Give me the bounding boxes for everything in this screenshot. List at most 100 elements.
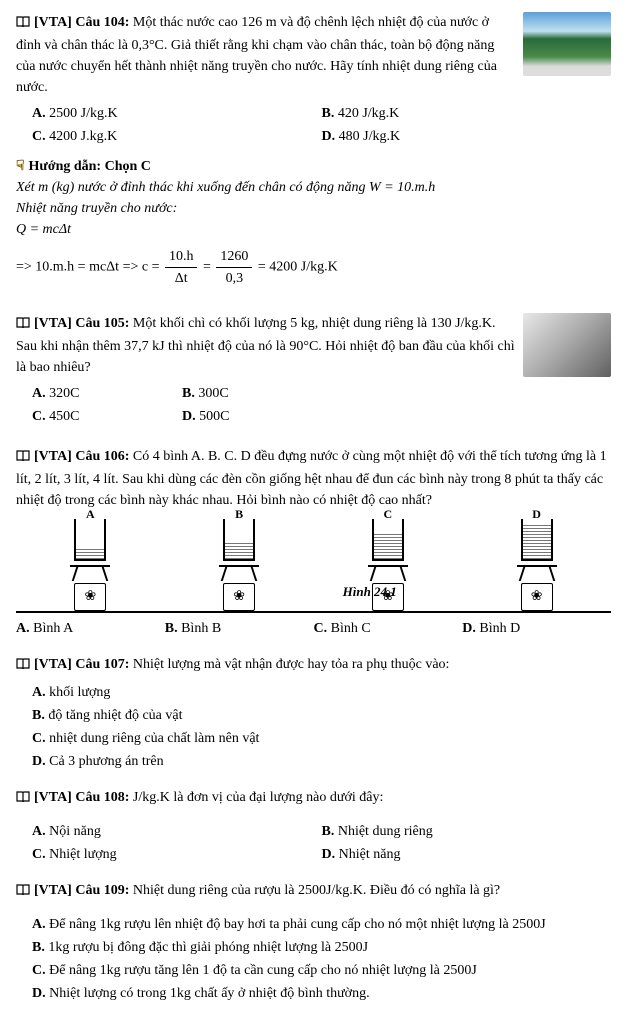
diagram-jars: A B C D Hình 24.1	[16, 519, 611, 613]
stand-a: A	[70, 519, 110, 611]
hint-heading: ☟Hướng dẫn: Chọn C	[16, 156, 611, 177]
stand-b: B	[219, 519, 259, 611]
book-icon	[16, 882, 30, 903]
option-label: C.	[32, 963, 46, 978]
option-b[interactable]: B. 300C	[182, 382, 332, 405]
image-lead	[523, 313, 611, 377]
option-label: C.	[32, 409, 46, 424]
option-text: 320C	[49, 386, 79, 401]
option-text: 450C	[49, 409, 79, 424]
fraction: 10.hΔt	[165, 246, 198, 289]
options: A. khối lượng B. độ tăng nhiệt độ của vậ…	[32, 681, 611, 773]
options: A. Nội năng B. Nhiệt dung riêng C. Nhiệt…	[32, 820, 611, 866]
question-text: J/kg.K là đơn vị của đại lượng nào dưới …	[133, 790, 383, 805]
option-text: 2500 J/kg.K	[49, 106, 117, 121]
option-label: B.	[182, 386, 195, 401]
option-a[interactable]: A. 2500 J/kg.K	[32, 102, 322, 125]
book-icon	[16, 789, 30, 810]
option-c[interactable]: C. Bình C	[314, 617, 463, 640]
option-c[interactable]: C. Để nâng 1kg rượu tăng lên 1 độ ta cần…	[32, 959, 611, 982]
option-text: 300C	[198, 386, 228, 401]
option-label: D.	[182, 409, 196, 424]
question-tag: [VTA] Câu 106:	[34, 449, 129, 464]
option-label: B.	[32, 940, 45, 955]
option-c[interactable]: C. 4200 J.kg.K	[32, 125, 322, 148]
question-105: [VTA] Câu 105: Một khối chì có khối lượn…	[16, 313, 611, 432]
option-label: D.	[32, 986, 46, 1001]
book-icon	[16, 315, 30, 336]
option-label: C.	[32, 731, 46, 746]
question-text: Nhiệt lượng mà vật nhận được hay tỏa ra …	[133, 657, 450, 672]
option-text: Cả 3 phương án trên	[49, 754, 164, 769]
jar-label: B	[225, 505, 253, 523]
question-tag: [VTA] Câu 107:	[34, 657, 129, 672]
option-c[interactable]: C. 450C	[32, 405, 182, 428]
option-b[interactable]: B. độ tăng nhiệt độ của vật	[32, 704, 611, 727]
tripod	[219, 565, 259, 581]
question-tag: [VTA] Câu 108:	[34, 790, 129, 805]
option-label: D.	[32, 754, 46, 769]
tripod	[368, 565, 408, 581]
option-d[interactable]: D. Bình D	[462, 617, 611, 640]
option-label: A.	[32, 685, 46, 700]
options: A. 320C B. 300C C. 450C D. 500C	[32, 382, 332, 428]
option-text: 500C	[199, 409, 229, 424]
question-tag: [VTA] Câu 105:	[34, 316, 129, 331]
option-d[interactable]: D. Cả 3 phương án trên	[32, 750, 611, 773]
options: A. Bình A B. Bình B C. Bình C D. Bình D	[16, 617, 611, 640]
water-level	[76, 549, 104, 559]
numerator: 1260	[216, 246, 252, 268]
hint-line: Xét m (kg) nước ở đỉnh thác khi xuống đế…	[16, 177, 611, 198]
option-d[interactable]: D. 480 J/kg.K	[322, 125, 612, 148]
option-b[interactable]: B. Bình B	[165, 617, 314, 640]
burner	[223, 583, 255, 611]
option-d[interactable]: D. Nhiệt năng	[322, 843, 612, 866]
option-a[interactable]: A. Bình A	[16, 617, 165, 640]
option-text: độ tăng nhiệt độ của vật	[48, 708, 182, 723]
option-label: C.	[32, 847, 46, 862]
tripod	[70, 565, 110, 581]
option-d[interactable]: D. 500C	[182, 405, 332, 428]
option-text: Bình A	[33, 621, 73, 636]
option-label: D.	[322, 129, 336, 144]
option-a[interactable]: A. Nội năng	[32, 820, 322, 843]
eq-part: = 4200 J/kg.K	[258, 260, 338, 275]
jar-d: D	[521, 519, 553, 561]
option-label: D.	[322, 847, 336, 862]
question-104: [VTA] Câu 104: Một thác nước cao 126 m v…	[16, 12, 611, 299]
option-text: Để nâng 1kg rượu lên nhiệt độ bay hơi ta…	[49, 917, 546, 932]
question-108: [VTA] Câu 108: J/kg.K là đơn vị của đại …	[16, 787, 611, 866]
option-b[interactable]: B. 1kg rượu bị đông đặc thì giải phóng n…	[32, 936, 611, 959]
jar-b: B	[223, 519, 255, 561]
option-text: 480 J/kg.K	[339, 129, 400, 144]
option-a[interactable]: A. khối lượng	[32, 681, 611, 704]
option-text: Nhiệt lượng có trong 1kg chất ấy ở nhiệt…	[49, 986, 369, 1001]
water-level	[374, 533, 402, 559]
book-icon	[16, 14, 30, 35]
option-text: Nhiệt dung riêng	[338, 824, 433, 839]
jar-label: C	[374, 505, 402, 523]
option-text: khối lượng	[49, 685, 110, 700]
option-a[interactable]: A. Để nâng 1kg rượu lên nhiệt độ bay hơi…	[32, 913, 611, 936]
option-d[interactable]: D. Nhiệt lượng có trong 1kg chất ấy ở nh…	[32, 982, 611, 1005]
option-text: 1kg rượu bị đông đặc thì giải phóng nhiệ…	[48, 940, 368, 955]
option-a[interactable]: A. 320C	[32, 382, 182, 405]
question-109: [VTA] Câu 109: Nhiệt dung riêng của rượu…	[16, 880, 611, 1005]
option-b[interactable]: B. 420 J/kg.K	[322, 102, 612, 125]
hand-icon: ☟	[16, 159, 25, 174]
jar-c: C	[372, 519, 404, 561]
hint-line: Nhiệt năng truyền cho nước:	[16, 198, 611, 219]
numerator: 10.h	[165, 246, 198, 268]
option-text: Bình B	[181, 621, 221, 636]
question-tag: [VTA] Câu 104:	[34, 15, 129, 30]
option-label: A.	[32, 917, 46, 932]
option-c[interactable]: C. nhiệt dung riêng của chất làm nên vật	[32, 727, 611, 750]
option-c[interactable]: C. Nhiệt lượng	[32, 843, 322, 866]
jar-label: D	[523, 505, 551, 523]
book-icon	[16, 448, 30, 469]
option-label: A.	[32, 824, 46, 839]
option-label: C.	[32, 129, 46, 144]
option-b[interactable]: B. Nhiệt dung riêng	[322, 820, 612, 843]
option-label: B.	[322, 824, 335, 839]
option-label: A.	[16, 621, 30, 636]
